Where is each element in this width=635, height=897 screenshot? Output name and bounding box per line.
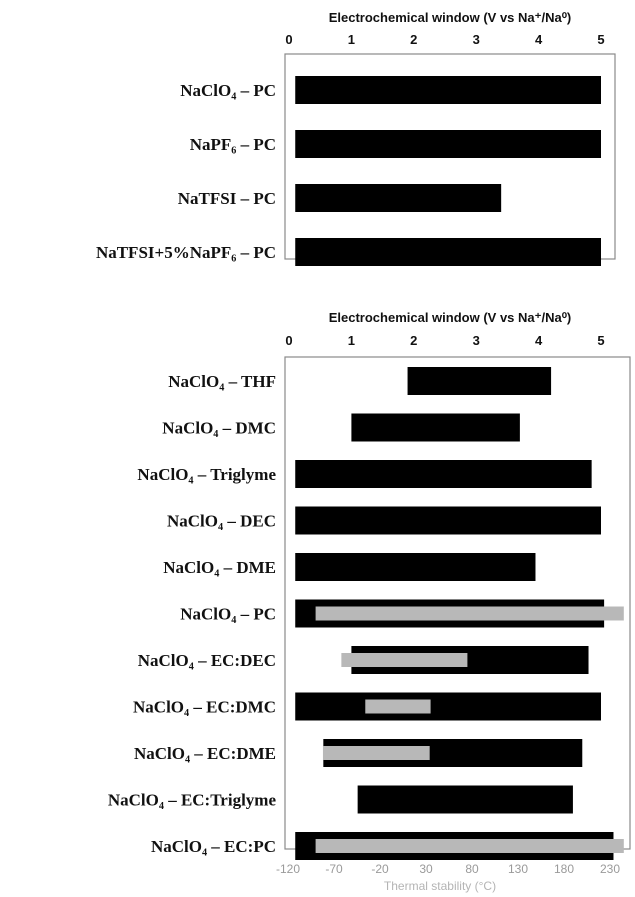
category-label: NaClO₄ – EC:Triglyme xyxy=(108,791,277,810)
category-label: NaClO₄ – Triglyme xyxy=(137,465,276,484)
x2-tick-label: 80 xyxy=(465,862,479,876)
voltage-window-bar xyxy=(295,238,601,266)
category-label: NaClO₄ – PC xyxy=(180,605,276,624)
x2-tick-label: -20 xyxy=(371,862,389,876)
x-tick-label: 0 xyxy=(285,32,292,47)
x-tick-label: 3 xyxy=(473,32,480,47)
voltage-window-bar xyxy=(295,184,502,212)
voltage-window-bar xyxy=(295,76,601,104)
voltage-window-bar xyxy=(351,413,520,442)
category-label: NaClO₄ – PC xyxy=(180,81,276,100)
voltage-window-bar xyxy=(295,506,601,535)
x-axis-title-top: Electrochemical window (V vs Na⁺/Na⁰) xyxy=(329,10,572,25)
voltage-window-bar xyxy=(407,367,552,395)
panel-bottom: Electrochemical window (V vs Na⁺/Na⁰) 0 1… xyxy=(108,310,631,893)
thermal-stability-bar xyxy=(341,653,468,667)
x-tick-label: 0 xyxy=(285,333,292,348)
voltage-window-bar xyxy=(295,692,601,721)
x2-tick-label: 30 xyxy=(419,862,433,876)
x-tick-label: 1 xyxy=(348,333,355,348)
category-label: NaClO₄ – EC:DEC xyxy=(138,651,276,670)
thermal-stability-bar xyxy=(322,746,430,760)
category-label: NaClO₄ – DMC xyxy=(162,419,276,438)
category-label: NaTFSI+5%NaPF₆ – PC xyxy=(96,243,276,262)
x-tick-label: 5 xyxy=(597,32,604,47)
category-label: NaClO₄ – EC:DMC xyxy=(133,698,276,717)
category-label: NaTFSI – PC xyxy=(178,189,276,208)
x-tick-label: 2 xyxy=(410,32,417,47)
thermal-stability-bar xyxy=(315,606,624,621)
category-label: NaClO₄ – DME xyxy=(163,558,276,577)
x-axis-title-bottom: Electrochemical window (V vs Na⁺/Na⁰) xyxy=(329,310,572,325)
x-tick-label: 4 xyxy=(535,333,543,348)
category-label: NaClO₄ – EC:DME xyxy=(134,744,276,763)
x2-tick-label: -70 xyxy=(325,862,343,876)
x-tick-label: 3 xyxy=(473,333,480,348)
x-tick-label: 2 xyxy=(410,333,417,348)
voltage-window-bar xyxy=(357,785,573,814)
x-tick-label: 5 xyxy=(597,333,604,348)
category-label: NaClO₄ – EC:PC xyxy=(151,837,276,856)
voltage-window-bar xyxy=(295,460,592,488)
x2-axis-title: Thermal stability (°C) xyxy=(384,879,496,893)
x2-tick-label: -120 xyxy=(276,862,300,876)
x-tick-label: 4 xyxy=(535,32,543,47)
x2-tick-label: 230 xyxy=(600,862,620,876)
voltage-window-bar xyxy=(295,130,601,158)
x2-tick-label: 180 xyxy=(554,862,574,876)
x-tick-label: 1 xyxy=(348,32,355,47)
thermal-stability-bar xyxy=(365,699,431,714)
voltage-window-bar xyxy=(295,553,536,581)
x2-tick-label: 130 xyxy=(508,862,528,876)
category-label: NaClO₄ – DEC xyxy=(167,512,276,531)
thermal-stability-bar xyxy=(315,839,624,853)
panel-top: Electrochemical window (V vs Na⁺/Na⁰) 0 1… xyxy=(96,10,616,266)
category-label: NaPF₆ – PC xyxy=(190,135,276,154)
category-label: NaClO₄ – THF xyxy=(168,372,276,391)
